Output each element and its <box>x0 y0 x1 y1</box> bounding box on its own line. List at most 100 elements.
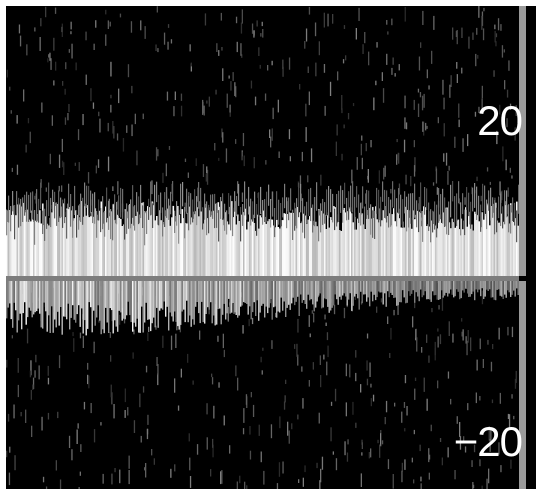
scale-label-positive-text: 20 <box>477 97 523 144</box>
signal-upper <box>18 203 20 276</box>
signal-lower <box>465 281 467 289</box>
speckle <box>368 452 370 459</box>
speckle <box>396 139 398 143</box>
signal-upper <box>204 203 206 276</box>
signal-glow <box>508 204 510 233</box>
signal-upper <box>304 215 307 276</box>
signal-glow <box>308 189 310 216</box>
signal-lower <box>516 281 518 289</box>
signal-lower <box>268 281 270 308</box>
signal-lower <box>180 281 182 325</box>
signal-upper <box>483 219 485 276</box>
speckle <box>437 117 439 124</box>
speckle <box>192 380 194 385</box>
speckle <box>432 182 435 186</box>
speckle <box>443 97 445 110</box>
speckle <box>17 384 19 398</box>
signal-upper <box>241 214 244 276</box>
signal-lower <box>226 281 228 314</box>
speckle <box>367 169 369 183</box>
speckle <box>478 106 480 113</box>
speckle <box>473 444 476 453</box>
signal-upper <box>109 216 112 276</box>
signal-upper <box>358 212 361 276</box>
signal-lower <box>40 281 42 328</box>
speckle <box>47 377 50 385</box>
speckle <box>196 444 199 455</box>
signal-glow <box>70 194 72 227</box>
signal-upper <box>388 213 391 276</box>
signal-upper <box>31 210 34 276</box>
signal-glow <box>436 204 438 238</box>
signal-glow <box>222 193 224 219</box>
signal-glow <box>54 191 56 219</box>
speckle <box>491 399 494 404</box>
signal-upper <box>28 219 31 276</box>
signal-lower <box>504 281 506 295</box>
speckle <box>330 401 333 406</box>
speckle <box>107 20 109 29</box>
signal-lower <box>292 281 294 298</box>
signal-glow <box>276 191 278 220</box>
signal-lower <box>6 281 8 319</box>
signal-lower <box>171 281 173 317</box>
speckle <box>14 455 16 471</box>
signal-upper <box>163 222 166 276</box>
speckle <box>341 153 343 161</box>
signal-lower <box>406 281 408 303</box>
signal-lower <box>339 281 341 297</box>
speckle <box>70 31 72 35</box>
signal-upper <box>412 210 415 276</box>
signal-upper <box>397 213 400 276</box>
signal-upper <box>307 219 310 276</box>
signal-upper <box>100 201 103 276</box>
signal-lower <box>454 281 456 297</box>
speckle <box>508 414 511 428</box>
speckle <box>344 441 346 456</box>
speckle <box>495 41 497 47</box>
signal-lower <box>249 281 251 307</box>
signal-upper <box>222 219 224 276</box>
signal-upper <box>381 220 383 276</box>
speckle <box>157 48 159 53</box>
signal-glow <box>304 206 306 239</box>
signal-upper <box>199 201 202 276</box>
signal-glow <box>314 197 316 227</box>
speckle <box>298 479 300 483</box>
signal-glow <box>22 197 24 222</box>
speckle <box>139 393 141 408</box>
signal-upper <box>300 223 302 276</box>
signal-upper <box>471 224 473 276</box>
signal-upper <box>457 219 460 276</box>
signal-upper <box>79 217 82 276</box>
signal-lower <box>360 281 362 292</box>
signal-glow <box>246 198 248 220</box>
signal-upper <box>475 213 478 276</box>
signal-lower <box>261 281 263 306</box>
signal-lower <box>285 281 287 317</box>
speckle <box>249 426 251 435</box>
speckle <box>264 93 267 101</box>
signal-lower <box>262 281 264 304</box>
signal-upper <box>280 226 283 276</box>
signal-upper <box>367 210 370 276</box>
speckle <box>236 41 238 53</box>
signal-glow <box>136 192 138 214</box>
speckle <box>105 9 107 15</box>
speckle <box>301 366 303 372</box>
signal-lower <box>166 281 168 307</box>
signal-glow <box>140 184 142 218</box>
signal-upper <box>147 206 149 276</box>
signal-upper <box>438 220 440 276</box>
signal-upper <box>36 214 38 276</box>
signal-upper <box>274 227 277 276</box>
speckle <box>49 52 51 61</box>
signal-glow <box>166 196 168 218</box>
signal-upper <box>348 208 350 276</box>
signal-upper <box>295 208 298 276</box>
signal-glow <box>404 191 406 214</box>
speckle <box>251 317 254 325</box>
signal-lower <box>48 281 50 316</box>
speckle <box>380 433 382 447</box>
signal-upper <box>9 210 11 276</box>
